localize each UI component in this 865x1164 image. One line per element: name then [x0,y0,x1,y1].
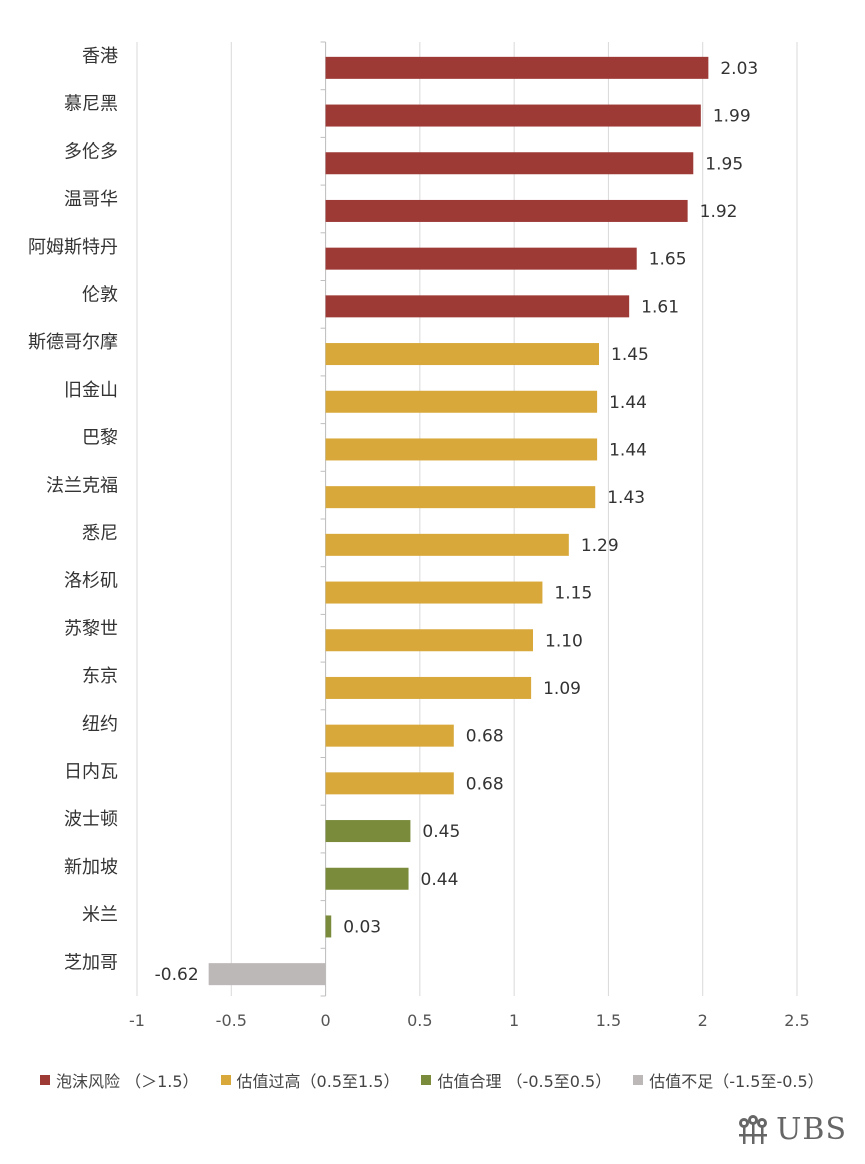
value-label: 1.29 [581,536,619,556]
category-label: 香港 [82,46,118,67]
category-label: 法兰克福 [46,475,118,496]
bar [325,438,598,461]
value-label: 1.15 [554,584,592,604]
category-label: 慕尼黑 [64,94,118,115]
value-label: 1.99 [713,107,751,127]
value-label: 1.95 [705,154,743,174]
bar [325,104,701,127]
category-label: 悉尼 [82,523,118,544]
value-label: 2.03 [720,59,758,79]
bar [208,963,326,986]
category-label: 阿姆斯特丹 [28,237,118,258]
legend-label: 估值合理 （-0.5至0.5） [437,1072,612,1091]
category-label: 米兰 [82,905,118,926]
category-label: 波士顿 [64,809,118,830]
bar [325,629,533,652]
legend-label: 泡沫风险 （＞1.5） [56,1072,199,1091]
x-tick-label: 0 [320,1011,330,1030]
bar [325,820,411,843]
x-tick-label: 2.5 [784,1011,809,1030]
legend: 泡沫风险 （＞1.5） 估值过高（0.5至1.5） 估值合理 （-0.5至0.5） 估… [40,1068,846,1092]
value-label: 0.03 [343,917,381,937]
category-label: 伦敦 [82,285,118,306]
legend-item: 估值过高（0.5至1.5） [220,1068,400,1092]
bar [325,772,454,795]
bar [325,724,454,747]
x-tick-label: -0.5 [216,1011,247,1030]
bar [325,343,599,366]
value-label: 1.10 [545,631,583,651]
category-label: 温哥华 [64,189,118,210]
category-label: 新加坡 [64,857,118,878]
category-label: 纽约 [82,714,118,735]
legend-swatch [40,1075,50,1085]
value-label: 1.92 [700,202,738,222]
x-tick-label: 0.5 [407,1011,432,1030]
category-label: 巴黎 [82,428,118,449]
value-label: 1.45 [611,345,649,365]
value-label: 1.43 [607,488,645,508]
legend-item: 泡沫风险 （＞1.5） [40,1068,199,1092]
category-label: 洛杉矶 [64,571,118,592]
x-tick-label: -1 [129,1011,145,1030]
bar [325,152,694,175]
bar [325,247,637,270]
bar [325,867,409,890]
legend-label: 估值不足（-1.5至-0.5） [649,1072,824,1091]
legend-label: 估值过高（0.5至1.5） [236,1072,400,1091]
value-label: 0.68 [466,774,504,794]
category-label: 旧金山 [64,380,118,401]
logo-text: UBS [776,1112,847,1147]
x-tick-label: 2 [698,1011,708,1030]
ubs-logo: UBS [736,1112,847,1147]
bar [325,676,532,699]
bar [325,486,596,509]
value-label: -0.62 [155,965,199,985]
value-label: 1.44 [609,440,647,460]
legend-swatch [633,1075,644,1085]
category-label: 日内瓦 [64,762,118,783]
legend-swatch [220,1075,231,1085]
bar [325,295,630,318]
category-label: 斯德哥尔摩 [28,332,118,353]
bar [325,581,543,604]
value-label: 1.61 [641,297,679,317]
bar [325,390,598,413]
value-label: 1.65 [649,250,687,270]
legend-item: 估值合理 （-0.5至0.5） [421,1068,611,1092]
bar [325,533,569,556]
x-tick-label: 1 [509,1011,519,1030]
value-label: 1.09 [543,679,581,699]
x-tick-label: 1.5 [596,1011,621,1030]
value-label: 0.44 [421,870,459,890]
bar [325,915,332,938]
value-label: 1.44 [609,393,647,413]
bar-chart: -1 -0.5 0 0.5 1 1.5 2 2.5 香港 2.03 慕尼黑 1.99 多伦多 1.95 温哥… [28,41,810,1030]
keys-icon [739,1114,768,1144]
value-label: 0.45 [422,822,460,842]
bar [325,199,688,222]
bar [325,56,709,79]
legend-swatch [421,1075,432,1085]
category-label: 多伦多 [64,141,118,162]
legend-item: 估值不足（-1.5至-0.5） [633,1068,824,1092]
category-label: 东京 [82,666,118,687]
value-label: 0.68 [466,727,504,747]
category-label: 苏黎世 [64,618,118,639]
category-label: 芝加哥 [64,952,118,973]
